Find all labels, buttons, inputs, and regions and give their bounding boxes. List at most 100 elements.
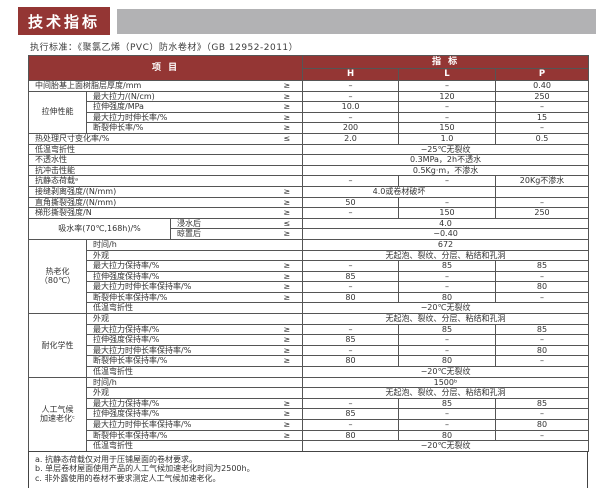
comparison-symbol: ≥ [283, 271, 291, 281]
value-cell: −20℃无裂纹 [302, 366, 590, 378]
spec-row: 最大拉力时伸长率/% ≥ – –15 [29, 111, 590, 124]
spec-row: 低温弯折性 −20℃无裂纹 [29, 440, 590, 452]
row-label: 直角撕裂强度/(N/mm) ≥ [27, 196, 304, 209]
row-label: 最大拉力保持率/% ≥ [85, 397, 304, 410]
value-cell: 0.40 [495, 80, 590, 92]
comparison-symbol: ≥ [283, 420, 291, 429]
spec-row: 最大拉力时伸长率保持率/% ≥ – –80 [29, 281, 590, 293]
row-label: 外观 [85, 313, 304, 325]
comparison-symbol: ≥ [283, 186, 291, 196]
row-label: 接缝剥离强度/(N/mm) ≥ [27, 185, 304, 198]
value-cell: 1500ᵇ [302, 376, 590, 389]
section-title: 技术指标 [27, 12, 100, 31]
row-label-text: 抗冲击性能 [35, 165, 75, 175]
value-cell: 15 [495, 111, 590, 124]
value-cell: – [495, 408, 590, 420]
value-cell: – [495, 291, 590, 304]
row-label: 最大拉力时伸长率保持率/% ≥ [85, 419, 304, 431]
spec-table-header: 项 目 指 标 H L P [27, 55, 590, 81]
row-label: 抗静态荷载ᵃ [27, 175, 304, 187]
spec-table-body: 中间胎基上面树脂层厚度/mm ≥ – –0.40 拉伸性能 最大拉力/(N/cm) ≥ –12… [27, 80, 590, 452]
footnote-b: b. 单层卷材屋面使用产品的人工气候加速老化时间为2500h。 [35, 464, 255, 474]
value-cell: 4.0或卷材破坏 [302, 185, 497, 198]
value-cell: 150 [398, 207, 497, 219]
value-cell: 无起泡、裂纹、分层、粘结和孔洞 [302, 249, 590, 262]
footnote-a: a. 抗静态荷载仅对用于压铺屋面的卷材要求。 [35, 454, 197, 464]
value-cell: – [398, 270, 497, 283]
value-cell: 80 [302, 355, 400, 368]
value-cell: 200 [302, 122, 400, 134]
spec-row: 热老化 （80℃） 时间/h 672 [28, 238, 590, 315]
row-label-text: 断裂伸长率保持率/% [93, 356, 168, 366]
spec-row: 最大拉力保持率/% ≥ –85 85 [29, 260, 590, 272]
comparison-symbol: ≥ [283, 292, 291, 302]
row-label-text: 拉伸强度保持率/% [93, 335, 160, 345]
comparison-symbol: ≥ [283, 324, 291, 334]
spec-row: 抗静态荷载ᵃ – –20Kg不渗水 [27, 175, 590, 187]
row-label-text: 梯形撕裂强度/N [35, 208, 92, 218]
value-cell: – [302, 111, 400, 124]
value-cell: 80 [302, 429, 400, 442]
spec-row: 拉伸强度保持率/% ≥85– – [29, 334, 590, 346]
value-cell: – [495, 355, 590, 368]
spec-row: 低温弯折性 −20℃无裂纹 [29, 302, 590, 315]
value-cell: – [302, 397, 400, 410]
spec-row: 断裂伸长率保持率/% ≥80 80– [29, 291, 590, 304]
value-cell: – [398, 408, 497, 420]
value-cell: 4.0 [302, 217, 590, 230]
spec-row: 拉伸强度/MPa ≥10.0– – [29, 101, 590, 113]
header-col-l: L [398, 68, 497, 81]
footnotes-box: a. 抗静态荷载仅对用于压铺屋面的卷材要求。 b. 单层卷材屋面使用产品的人工气… [28, 450, 588, 488]
comparison-symbol: ≥ [283, 229, 291, 239]
row-label: 最大拉力时伸长率保持率/% ≥ [85, 281, 304, 293]
value-cell: 80 [495, 419, 590, 431]
row-label: 拉伸强度保持率/% ≥ [85, 408, 304, 420]
comparison-symbol: ≥ [283, 430, 291, 440]
value-cell: 250 [495, 90, 590, 103]
spec-row: 接缝剥离强度/(N/mm) ≥4.0或卷材破坏 [27, 185, 590, 198]
spec-row: 拉伸强度保持率/% ≥85– – [29, 270, 590, 283]
row-label: 外观 [85, 387, 304, 399]
group-label: 吸水率(70℃,168h)/% [28, 217, 171, 240]
spec-row: 断裂伸长率/% ≥200 150– [29, 122, 590, 134]
value-cell: 85 [398, 260, 497, 272]
value-cell: 85 [302, 408, 400, 420]
comparison-symbol: ≥ [283, 112, 291, 122]
title-decoration-bar [117, 9, 596, 34]
value-cell: −25℃无裂纹 [302, 143, 590, 156]
value-cell: 85 [495, 397, 590, 410]
value-cell: – [495, 122, 590, 134]
value-cell: – [398, 419, 497, 431]
value-cell: 10.0 [302, 101, 400, 113]
value-cell: – [398, 281, 497, 293]
spec-row: 抗冲击性能 0.5Kg·m，不渗水 [27, 164, 590, 177]
row-label: 外观 [85, 249, 304, 262]
row-label-text: 最大拉力时伸长率保持率/% [93, 345, 192, 355]
spec-row: 梯形撕裂强度/N ≥ –150 250 [27, 207, 590, 219]
row-label: 低温弯折性 [85, 366, 304, 378]
spec-row: 外观 无起泡、裂纹、分层、粘结和孔洞 [29, 387, 590, 399]
spec-row: 断裂伸长率保持率/% ≥80 80– [29, 429, 590, 442]
row-label-text: 中间胎基上面树脂层厚度/mm [35, 81, 142, 90]
spec-row: 最大拉力时伸长率保持率/% ≥ – –80 [29, 344, 590, 357]
value-cell: 85 [495, 260, 590, 272]
value-cell: 无起泡、裂纹、分层、粘结和孔洞 [302, 387, 590, 399]
row-label-text: 最大拉力时伸长率保持率/% [93, 420, 192, 429]
comparison-symbol: ≥ [283, 197, 291, 207]
row-label: 中间胎基上面树脂层厚度/mm ≥ [27, 80, 304, 92]
row-label-text: 低温弯折性 [35, 144, 75, 154]
row-label-text: 热处理尺寸变化率/% [35, 133, 110, 143]
row-label: 断裂伸长率保持率/% ≥ [85, 429, 304, 442]
value-cell: −20℃无裂纹 [302, 302, 590, 315]
comparison-symbol: ≥ [283, 356, 291, 366]
value-cell: 20Kg不渗水 [495, 175, 590, 187]
spec-row: 低温弯折性 −20℃无裂纹 [29, 366, 590, 378]
row-label: 断裂伸长率保持率/% ≥ [85, 355, 304, 368]
row-label-text: 最大拉力保持率/% [93, 324, 160, 334]
value-cell: 85 [302, 270, 400, 283]
section-title-box: 技术指标 [18, 7, 110, 35]
row-label: 最大拉力时伸长率保持率/% ≥ [85, 344, 304, 357]
row-label: 最大拉力保持率/% ≥ [85, 260, 304, 272]
value-cell: – [302, 281, 400, 293]
row-label: 梯形撕裂强度/N ≥ [27, 207, 304, 219]
